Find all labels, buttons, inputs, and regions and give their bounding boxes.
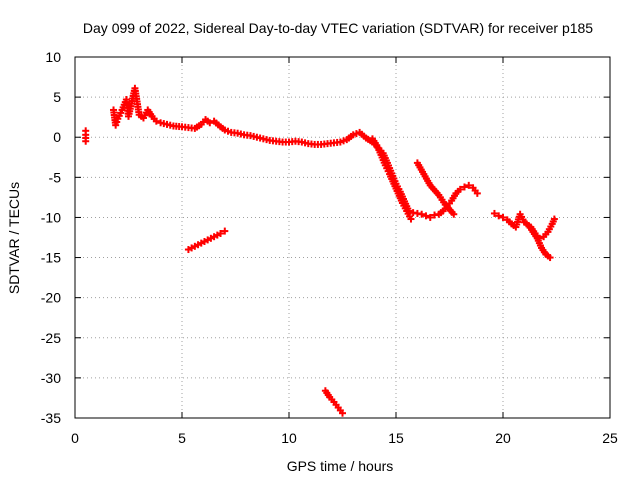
data-point	[217, 229, 225, 237]
x-tick-label: 20	[495, 430, 511, 446]
data-points	[82, 84, 558, 417]
x-tick-label: 5	[178, 430, 186, 446]
data-point	[152, 117, 160, 125]
data-point	[465, 181, 473, 189]
data-point	[206, 119, 214, 127]
y-tick-label: 10	[45, 49, 61, 65]
data-point	[422, 212, 430, 220]
y-tick-label: -5	[49, 169, 62, 185]
data-point	[499, 213, 507, 221]
data-point	[490, 209, 498, 217]
chart-title: Day 099 of 2022, Sidereal Day-to-day VTE…	[83, 20, 593, 36]
data-point	[418, 210, 426, 218]
data-point	[535, 234, 543, 242]
x-tick-label: 0	[71, 430, 79, 446]
y-axis-title: SDTVAR / TECUs	[6, 182, 22, 294]
data-point	[456, 185, 464, 193]
data-point	[473, 189, 481, 197]
plot-frame	[74, 56, 611, 419]
x-tick-label: 25	[602, 430, 618, 446]
y-tick-label: -30	[41, 370, 61, 386]
data-point	[550, 215, 558, 223]
data-point	[450, 210, 458, 218]
data-point	[495, 212, 503, 220]
y-tick-label: 0	[53, 129, 61, 145]
grid	[75, 57, 610, 418]
data-point	[426, 213, 434, 221]
data-point	[339, 409, 346, 417]
x-tick-label: 15	[388, 430, 404, 446]
y-tick-label: -25	[41, 330, 61, 346]
data-point	[82, 137, 90, 145]
data-point	[460, 183, 468, 191]
y-tick-label: -20	[41, 290, 61, 306]
axis-ticks	[74, 56, 611, 419]
data-point	[546, 254, 554, 262]
y-tick-label: -10	[41, 209, 61, 225]
data-point	[407, 215, 415, 223]
data-point	[221, 227, 229, 235]
x-axis-title: GPS time / hours	[287, 458, 394, 474]
y-tick-label: -35	[41, 410, 61, 426]
x-tick-label: 10	[281, 430, 297, 446]
y-tick-label: -15	[41, 250, 61, 266]
axis-tick-labels: 0 5 10 15 20 25 10 5 0 -5 -10 -15 -20 -25 -30 -35	[41, 49, 618, 446]
y-tick-label: 5	[53, 89, 61, 105]
